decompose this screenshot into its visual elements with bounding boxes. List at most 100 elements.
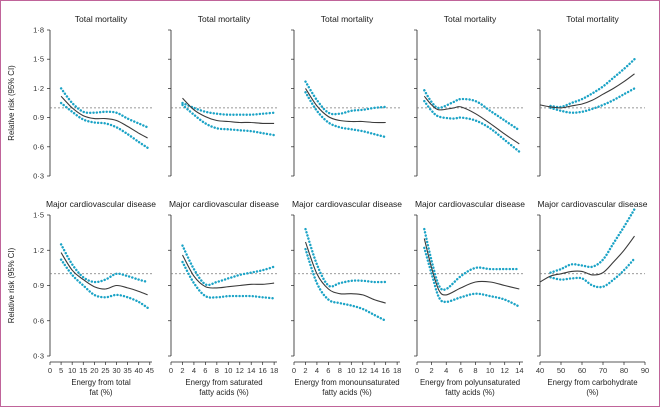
ci-upper-line: [59, 87, 149, 129]
panel-1-1: Major cardiovascular disease 0 2 4 6 8 10 12 14 1…: [168, 199, 279, 397]
x-tick-label: 20: [90, 366, 98, 375]
x-tick-label: 40: [536, 366, 544, 375]
estimate-line: [182, 97, 275, 125]
x-tick-label: 5: [59, 366, 63, 375]
panel-title: Major cardiovascular disease: [292, 199, 402, 209]
ci-lower-line: [59, 258, 149, 309]
x-tick-label: 6: [203, 366, 207, 375]
x-tick-label: 50: [557, 366, 565, 375]
x-tick-label: 30: [112, 366, 120, 375]
x-tick-label: 45: [146, 366, 154, 375]
panel-1-4: Major cardiovascular disease 40 50 60 70 80 90…: [536, 199, 649, 397]
x-tick-label: 4: [315, 366, 319, 375]
x-tick-label: 60: [578, 366, 586, 375]
x-tick-label: 2: [430, 366, 434, 375]
x-tick-label: 16: [259, 366, 267, 375]
x-axis-label: Energy from carbohydrate: [547, 378, 637, 387]
estimate-line: [423, 95, 520, 145]
x-axis-label: Energy from total: [71, 378, 131, 387]
panel-title: Total mortality: [321, 14, 374, 24]
x-tick-label: 6: [326, 366, 330, 375]
ci-lower-line: [423, 246, 521, 308]
y-tick-label: 1·2: [33, 84, 44, 93]
ci-lower-line: [181, 260, 276, 300]
ci-lower-line: [549, 87, 636, 114]
y-tick-label: 0·6: [33, 316, 44, 325]
x-axis-label: fatty acids (%): [445, 388, 495, 397]
panel-0-1: Total mortality: [168, 14, 277, 177]
x-tick-label: 8: [338, 366, 342, 375]
y-tick-label: 0·3: [33, 172, 44, 181]
ci-upper-line: [423, 227, 521, 292]
x-axis-label: fatty acids (%): [322, 388, 372, 397]
x-tick-label: 35: [123, 366, 131, 375]
ci-lower-line: [423, 99, 521, 153]
ci-lower-line: [304, 247, 387, 322]
panel-title: Total mortality: [566, 14, 619, 24]
x-tick-label: 12: [501, 366, 509, 375]
x-tick-label: 0: [415, 366, 419, 375]
x-tick-label: 15: [79, 366, 87, 375]
estimate-line: [539, 73, 635, 109]
panel-title: Total mortality: [198, 14, 251, 24]
x-tick-label: 0: [169, 366, 173, 375]
y-tick-label: 1·5: [33, 211, 44, 220]
panel-title: Major cardiovascular disease: [46, 199, 156, 209]
estimate-line: [305, 88, 386, 124]
x-tick-label: 4: [192, 366, 196, 375]
estimate-line: [60, 95, 148, 139]
x-axis-label: fat (%): [90, 388, 113, 397]
x-tick-label: 10: [68, 366, 76, 375]
x-axis-label: (%): [586, 388, 599, 397]
x-tick-label: 70: [599, 366, 607, 375]
x-tick-label: 14: [247, 366, 255, 375]
y-tick-label: 1·2: [33, 246, 44, 255]
x-axis-label: fatty acids (%): [199, 388, 249, 397]
ci-upper-line: [549, 207, 636, 274]
ci-lower-line: [549, 257, 636, 289]
x-tick-label: 12: [236, 366, 244, 375]
ci-upper-line: [59, 243, 149, 284]
x-axis-label: Energy from polyunsaturated: [420, 378, 520, 387]
x-tick-label: 25: [101, 366, 109, 375]
x-tick-label: 8: [473, 366, 477, 375]
x-tick-label: 16: [382, 366, 390, 375]
panel-title: Major cardiovascular disease: [537, 199, 647, 209]
ci-upper-line: [549, 58, 636, 109]
x-tick-label: 80: [620, 366, 628, 375]
ci-upper-line: [423, 89, 521, 132]
x-tick-label: 0: [292, 366, 296, 375]
y-tick-label: 0·3: [33, 352, 44, 361]
x-tick-label: 90: [641, 366, 649, 375]
y-tick-label: 0·9: [33, 113, 44, 122]
x-tick-label: 18: [270, 366, 278, 375]
ci-upper-line: [304, 227, 387, 288]
panel-title: Major cardiovascular disease: [169, 199, 279, 209]
panel-title: Total mortality: [444, 14, 497, 24]
x-tick-label: 2: [180, 366, 184, 375]
panel-0-3: Total mortality: [414, 14, 523, 177]
x-tick-label: 18: [393, 366, 401, 375]
y-axis-label: Relative risk (95% CI): [7, 247, 16, 323]
panel-0-0: Total mortality 0·3 0·6 0·9 1·2 1·5 1·8: [33, 14, 152, 181]
estimate-line: [539, 235, 635, 283]
y-tick-label: 1·5: [33, 55, 44, 64]
ci-upper-line: [181, 244, 276, 287]
panel-0-4: Total mortality: [537, 14, 645, 177]
panel-0-2: Total mortality: [291, 14, 400, 177]
ci-upper-line: [181, 101, 276, 116]
x-tick-label: 10: [347, 366, 355, 375]
ci-lower-line: [181, 103, 276, 137]
y-axis-label: Relative risk (95% CI): [7, 65, 16, 141]
ci-lower-line: [59, 101, 149, 149]
x-tick-label: 4: [444, 366, 448, 375]
x-tick-label: 12: [359, 366, 367, 375]
x-tick-label: 10: [224, 366, 232, 375]
y-tick-label: 0·9: [33, 281, 44, 290]
x-tick-label: 40: [135, 366, 143, 375]
ci-upper-line: [304, 80, 387, 116]
panel-1-2: Major cardiovascular disease 0 2 4 6 8 10 12 14 1…: [291, 199, 402, 397]
estimate-line: [182, 254, 275, 289]
panel-title: Major cardiovascular disease: [415, 199, 525, 209]
y-tick-label: 1·8: [33, 26, 44, 35]
